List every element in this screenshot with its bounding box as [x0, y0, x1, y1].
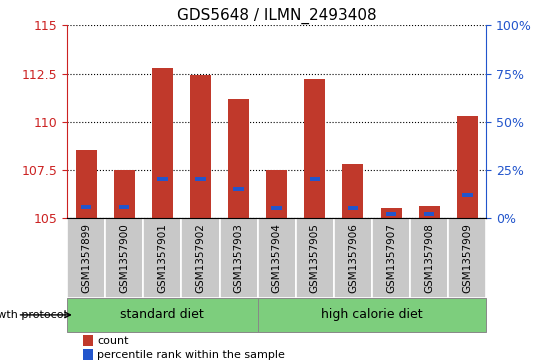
Bar: [348, 206, 358, 210]
Bar: [233, 187, 244, 191]
FancyBboxPatch shape: [334, 218, 372, 298]
Text: GSM1357909: GSM1357909: [462, 223, 472, 293]
Text: standard diet: standard diet: [121, 309, 204, 321]
Bar: [119, 205, 130, 209]
Bar: [457, 116, 478, 218]
Bar: [310, 177, 320, 182]
Bar: [195, 177, 206, 182]
FancyBboxPatch shape: [105, 218, 143, 298]
Text: GSM1357900: GSM1357900: [119, 223, 129, 293]
Text: growth protocol: growth protocol: [0, 310, 67, 320]
FancyBboxPatch shape: [448, 218, 486, 298]
Bar: [152, 68, 173, 218]
Bar: [304, 79, 325, 218]
Text: high calorie diet: high calorie diet: [321, 309, 423, 321]
Text: GSM1357908: GSM1357908: [424, 223, 434, 293]
Text: GSM1357901: GSM1357901: [158, 223, 167, 293]
Text: GSM1357906: GSM1357906: [348, 223, 358, 293]
Text: GSM1357899: GSM1357899: [81, 223, 91, 293]
Bar: [83, 349, 93, 360]
Title: GDS5648 / ILMN_2493408: GDS5648 / ILMN_2493408: [177, 8, 377, 24]
Bar: [81, 205, 91, 209]
Bar: [386, 212, 396, 216]
Text: GSM1357904: GSM1357904: [272, 223, 282, 293]
Bar: [462, 193, 472, 197]
Bar: [381, 208, 401, 218]
FancyBboxPatch shape: [372, 218, 410, 298]
FancyBboxPatch shape: [220, 218, 258, 298]
FancyBboxPatch shape: [296, 218, 334, 298]
Text: GSM1357907: GSM1357907: [386, 223, 396, 293]
FancyBboxPatch shape: [258, 218, 296, 298]
Bar: [266, 170, 287, 218]
Text: percentile rank within the sample: percentile rank within the sample: [97, 350, 285, 360]
Bar: [343, 164, 363, 218]
FancyBboxPatch shape: [67, 298, 258, 332]
FancyBboxPatch shape: [410, 218, 448, 298]
Bar: [419, 206, 439, 218]
Text: count: count: [97, 336, 129, 346]
FancyBboxPatch shape: [258, 298, 486, 332]
Bar: [228, 98, 249, 218]
Text: GSM1357903: GSM1357903: [234, 223, 244, 293]
FancyBboxPatch shape: [182, 218, 220, 298]
FancyBboxPatch shape: [143, 218, 182, 298]
Bar: [157, 177, 168, 182]
Bar: [424, 212, 434, 216]
Bar: [114, 170, 135, 218]
Bar: [83, 335, 93, 346]
Bar: [272, 206, 282, 210]
FancyBboxPatch shape: [67, 218, 105, 298]
Text: GSM1357905: GSM1357905: [310, 223, 320, 293]
Bar: [190, 76, 211, 218]
Bar: [75, 150, 97, 218]
Text: GSM1357902: GSM1357902: [196, 223, 206, 293]
